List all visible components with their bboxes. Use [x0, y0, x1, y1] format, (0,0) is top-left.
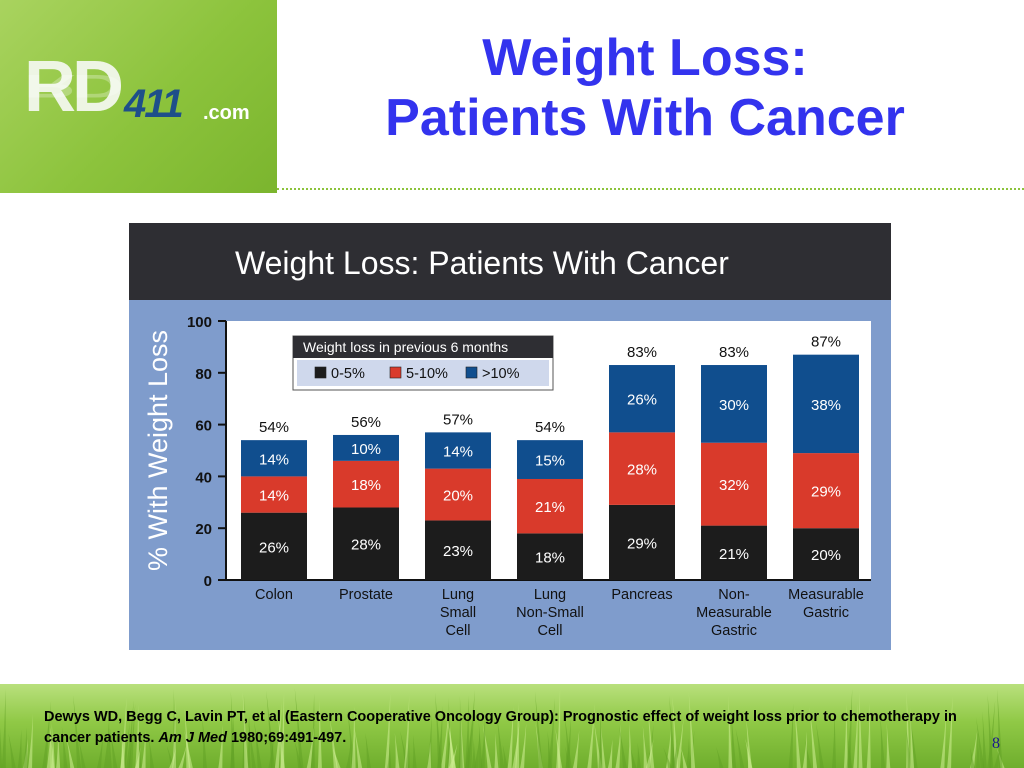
bar-segment-label: 18%	[351, 477, 381, 494]
rd411-logo: RD RD 411 .com	[0, 0, 277, 193]
bar-segment	[517, 478, 583, 534]
bar-segment	[333, 460, 399, 508]
bar-segment-label: 28%	[627, 462, 657, 479]
grass-decoration	[0, 688, 1005, 768]
logo-rd-reflection: RD	[24, 67, 120, 104]
bar-segment-label: 15%	[535, 453, 565, 470]
bar-segment-label: 29%	[627, 535, 657, 552]
bar-segment-label: 32%	[719, 477, 749, 494]
x-category-label: Measurable	[788, 587, 864, 603]
bar-segment-label: 38%	[811, 397, 841, 414]
x-category-label: Non-	[718, 587, 750, 603]
x-category-label: Cell	[538, 623, 563, 639]
logo-com-text: .com	[203, 102, 250, 124]
bar-segment	[793, 453, 859, 529]
bar-segment	[793, 354, 859, 454]
bar-segment	[701, 365, 767, 443]
bar-segment	[609, 504, 675, 580]
bar-segment	[333, 434, 399, 461]
bar-segment	[425, 468, 491, 521]
bar-segment-label: 20%	[811, 547, 841, 564]
y-tick-label: 20	[195, 521, 212, 538]
x-category-label: Pancreas	[611, 587, 672, 603]
citation-details: 1980;69:491-497.	[230, 730, 347, 746]
citation: Dewys WD, Begg C, Lavin PT, et al (Easte…	[44, 707, 974, 749]
x-category-label: Cell	[446, 623, 471, 639]
bar-segment	[701, 442, 767, 526]
slide-title: Weight Loss: Patients With Cancer	[300, 28, 990, 148]
legend-entry-label: 0-5%	[331, 366, 365, 382]
bar-segment-label: 21%	[719, 546, 749, 563]
x-category-label: Gastric	[803, 605, 849, 621]
bar-total-label: 57%	[443, 411, 473, 428]
bar-segment	[609, 432, 675, 505]
legend-body	[297, 360, 549, 386]
legend-swatch	[465, 366, 478, 379]
bar-segment-label: 30%	[719, 397, 749, 414]
x-category-label: Gastric	[711, 623, 757, 639]
bar-segment	[517, 440, 583, 479]
bar-total-label: 83%	[719, 344, 749, 361]
bar-segment-label: 14%	[259, 488, 289, 505]
stacked-bar-chart: 0 20 40 60 80 100 % With Weight Loss 26% 14% 14% 5…	[129, 300, 891, 650]
bar-segment	[701, 525, 767, 580]
y-axis-title: % With Weight Loss	[143, 330, 173, 571]
bar-segment-label: 18%	[535, 550, 565, 567]
legend-header	[293, 336, 553, 358]
bar-segment	[425, 432, 491, 469]
x-category-label: Measurable	[696, 605, 772, 621]
y-tick-label: 0	[204, 573, 212, 590]
bar-segment	[609, 365, 675, 433]
logo-rd-text: RD	[24, 47, 124, 127]
legend-title: Weight loss in previous 6 months	[303, 339, 508, 355]
x-category-label: Lung	[534, 587, 566, 603]
bar-segment-label: 26%	[627, 392, 657, 409]
y-tick-label: 40	[195, 469, 212, 486]
chart-panel: Weight Loss: Patients With Cancer 0 20 40 6…	[129, 223, 891, 650]
x-category-label: Colon	[255, 587, 293, 603]
legend-swatch	[314, 366, 327, 379]
bar-segment	[241, 476, 307, 513]
bar-segment-label: 21%	[535, 499, 565, 516]
header-divider	[277, 188, 1024, 190]
bar-segment	[241, 440, 307, 477]
bar-segment	[793, 528, 859, 580]
bar-total-label: 87%	[811, 334, 841, 351]
y-tick-label: 100	[187, 314, 212, 331]
bar-segment-label: 14%	[259, 451, 289, 468]
bar-segment-label: 29%	[811, 484, 841, 501]
bar-segment	[241, 512, 307, 580]
citation-journal: Am J Med	[158, 730, 227, 746]
logo-411-text: 411	[124, 82, 184, 126]
bar-segment-label: 26%	[259, 539, 289, 556]
y-tick-label: 80	[195, 366, 212, 383]
legend-entry-label: >10%	[482, 366, 520, 382]
y-tick-label: 60	[195, 418, 212, 435]
slide-title-line1: Weight Loss:	[482, 29, 808, 87]
bar-segment-label: 10%	[351, 441, 381, 458]
x-category-label: Prostate	[339, 587, 393, 603]
bar-total-label: 54%	[535, 419, 565, 436]
bar-segment-label: 14%	[443, 444, 473, 461]
bar-segment	[333, 507, 399, 580]
citation-text: Dewys WD, Begg C, Lavin PT, et al (Easte…	[44, 709, 957, 746]
slide-title-line2: Patients With Cancer	[385, 89, 905, 147]
bar-segment	[517, 533, 583, 580]
bar-segment-label: 20%	[443, 488, 473, 505]
bar-total-label: 56%	[351, 414, 381, 431]
bar-segment	[425, 520, 491, 580]
chart-title: Weight Loss: Patients With Cancer	[129, 223, 891, 298]
bar-total-label: 54%	[259, 419, 289, 436]
bar-total-label: 83%	[627, 344, 657, 361]
x-category-label: Small	[440, 605, 476, 621]
legend-swatch	[389, 366, 402, 379]
bar-segment-label: 23%	[443, 543, 473, 560]
legend-entry-label: 5-10%	[406, 366, 448, 382]
bar-segment-label: 28%	[351, 537, 381, 554]
page-number: 8	[992, 735, 1000, 752]
x-category-label: Lung	[442, 587, 474, 603]
x-category-label: Non-Small	[516, 605, 584, 621]
